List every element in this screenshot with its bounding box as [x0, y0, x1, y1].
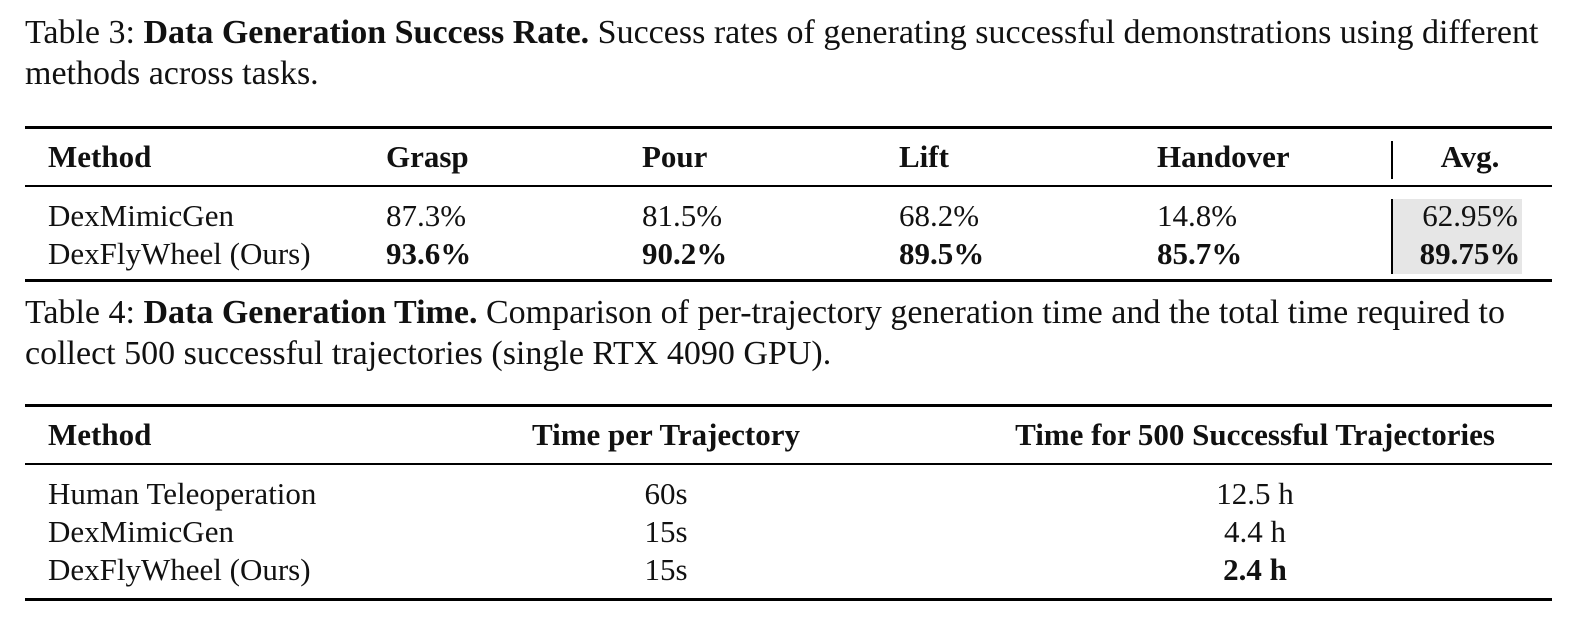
table-3-header-method: Method — [48, 139, 152, 174]
table-3-header-lift: Lift — [899, 139, 949, 174]
table-3-caption-prefix: Table 3: — [25, 14, 135, 51]
table-3-mid-rule — [25, 185, 1552, 187]
table-3-cell-method: DexMimicGen — [48, 198, 234, 233]
table-4-caption: Table 4: Data Generation Time. Compariso… — [25, 292, 1555, 374]
table-4-cell-time-per-trajectory: 15s — [644, 514, 688, 549]
table-3-header-avg: Avg. — [1440, 139, 1500, 174]
avg-column-separator-body — [1391, 199, 1393, 274]
table-3-caption-title: Data Generation Success Rate. — [143, 14, 590, 51]
table-3-cell-handover: 85.7% — [1157, 236, 1243, 271]
table-3-cell-pour: 81.5% — [642, 198, 723, 233]
table-4-caption-title: Data Generation Time. — [143, 294, 478, 331]
table-4-cell-time-per-trajectory: 15s — [644, 552, 688, 587]
table-3-header-handover: Handover — [1157, 139, 1290, 174]
table-4-header-method: Method — [48, 417, 152, 452]
avg-column-highlight — [1392, 199, 1522, 274]
table-3-cell-handover: 14.8% — [1157, 198, 1238, 233]
table-3-header-pour: Pour — [642, 139, 708, 174]
table-3-cell-avg: 62.95% — [1422, 198, 1518, 233]
table-4-cell-time-per-trajectory: 60s — [644, 476, 688, 511]
table-4-caption-text: Comparison of per-trajectory generation … — [25, 294, 1505, 372]
table-4-caption-prefix: Table 4: — [25, 294, 135, 331]
table-4-cell-method: Human Teleoperation — [48, 476, 317, 511]
table-3-caption-text: Success rates of generating successful d… — [25, 14, 1539, 92]
table-4-cell-time-500: 2.4 h — [1223, 552, 1287, 587]
table-3-cell-lift: 89.5% — [899, 236, 985, 271]
table-3-cell-avg: 89.75% — [1419, 236, 1521, 271]
table-4-bottom-rule — [25, 598, 1552, 601]
table-3-cell-method: DexFlyWheel (Ours) — [48, 236, 311, 271]
table-4-cell-method: DexMimicGen — [48, 514, 234, 549]
table-3-cell-lift: 68.2% — [899, 198, 980, 233]
table-3-caption: Table 3: Data Generation Success Rate. S… — [25, 12, 1555, 94]
table-4-cell-time-500: 4.4 h — [1224, 514, 1286, 549]
table-4-header-time-500: Time for 500 Successful Trajectories — [1015, 417, 1495, 452]
table-4-cell-time-500: 12.5 h — [1216, 476, 1294, 511]
table-3-top-rule — [25, 126, 1552, 129]
table-4-top-rule — [25, 404, 1552, 407]
table-4-header-time-per-trajectory: Time per Trajectory — [531, 417, 801, 452]
table-3-cell-grasp: 87.3% — [386, 198, 467, 233]
table-3-header-grasp: Grasp — [386, 139, 469, 174]
table-4-cell-method: DexFlyWheel (Ours) — [48, 552, 311, 587]
table-3-bottom-rule — [25, 279, 1552, 282]
table-3-cell-grasp: 93.6% — [386, 236, 472, 271]
table-4-mid-rule — [25, 463, 1552, 465]
table-3-cell-pour: 90.2% — [642, 236, 728, 271]
avg-column-separator-header — [1391, 141, 1393, 179]
